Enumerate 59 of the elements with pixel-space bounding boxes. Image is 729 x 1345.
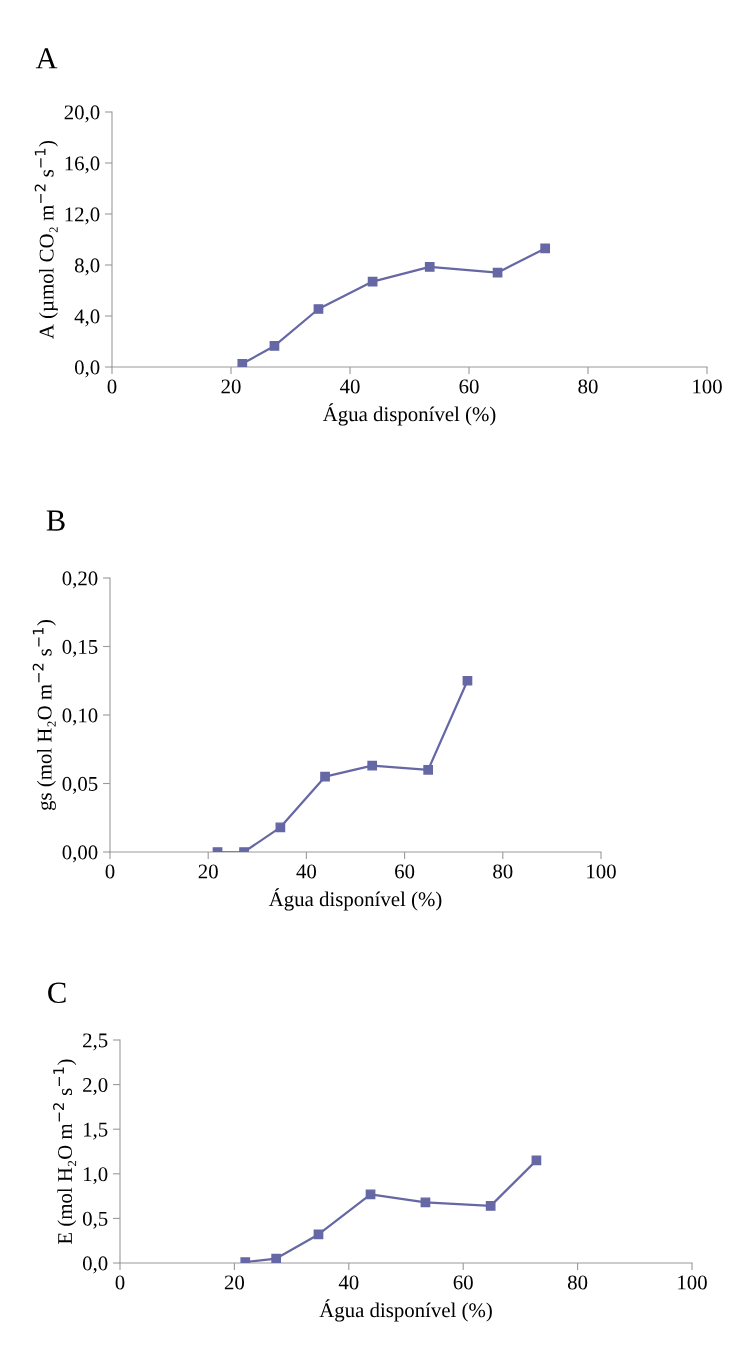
- x-tick-label: 20: [198, 864, 218, 879]
- x-axis-title: Água disponível (%): [319, 1299, 492, 1322]
- y-tick-label: 0,05: [62, 776, 98, 794]
- chart-title: A: [35, 48, 58, 69]
- point: [492, 267, 503, 278]
- y-tick-label: 0,00: [62, 845, 98, 863]
- point: [269, 341, 280, 351]
- chart-title: B: [46, 510, 65, 531]
- y-tick-label: 12,0: [65, 207, 100, 225]
- y-tick-label: 2,0: [83, 1077, 108, 1096]
- x-tick-label: 100: [587, 864, 616, 879]
- x-tick-label: 40: [338, 1275, 359, 1290]
- x-tick-label: 60: [453, 1275, 473, 1290]
- y-tick-label: 0,15: [62, 639, 98, 657]
- y-tick-label: 1,0: [83, 1167, 108, 1185]
- point: [320, 771, 330, 782]
- x-axis-title: Água disponível (%): [268, 888, 442, 911]
- y-tick-label: 4,0: [74, 309, 100, 327]
- x-tick-label: 20: [224, 1275, 245, 1290]
- point: [485, 1201, 496, 1211]
- y-tick-label: 0,0: [74, 360, 100, 378]
- point: [423, 764, 434, 775]
- point: [420, 1197, 431, 1208]
- y-tick-label: 0,10: [62, 708, 98, 726]
- y-tick-label: 2,5: [83, 1033, 108, 1051]
- x-tick-label: 0: [107, 379, 117, 394]
- x-tick-label: 60: [459, 379, 479, 394]
- x-tick-label: 0: [115, 1275, 125, 1290]
- chart-title: C: [48, 982, 66, 1004]
- y-tick-label: 1,5: [83, 1122, 108, 1140]
- point: [540, 243, 551, 254]
- point: [313, 304, 324, 314]
- x-tick-label: 40: [296, 864, 317, 879]
- x-tick-label: 100: [693, 379, 722, 394]
- x-tick-label: 100: [678, 1275, 707, 1290]
- x-tick-label: 80: [567, 1275, 588, 1290]
- x-tick-label: 40: [339, 379, 360, 394]
- y-tick-label: 0,0: [82, 1256, 108, 1274]
- y-tick-label: 0,5: [82, 1211, 108, 1229]
- y-tick-label: 20,0: [64, 105, 100, 123]
- y-axis-title: E (mol H₂O m$^{−2}$ s$^{−1}$): [53, 1059, 77, 1245]
- x-tick-label: 60: [395, 864, 415, 879]
- x-tick-label: 80: [578, 379, 598, 394]
- point: [237, 358, 248, 367]
- point: [275, 822, 286, 833]
- point: [424, 262, 435, 272]
- x-tick-label: 80: [493, 864, 513, 879]
- y-tick-label: 8,0: [74, 258, 100, 276]
- point: [271, 1253, 282, 1263]
- point: [365, 1189, 376, 1200]
- y-tick-label: 0,20: [62, 571, 98, 589]
- y-tick-label: 16,0: [65, 156, 100, 174]
- x-tick-label: 0: [105, 864, 115, 879]
- x-tick-label: 20: [221, 379, 241, 394]
- y-axis-title: gs (mol H₂O m$^{−2}$ s$^{−1}$): [32, 620, 56, 811]
- x-axis-title: Água disponível (%): [322, 403, 496, 426]
- point: [367, 760, 378, 771]
- y-axis-title: A (µmol CO₂ m$^{−2}$ s$^{−1}$): [34, 140, 58, 339]
- point: [462, 675, 473, 686]
